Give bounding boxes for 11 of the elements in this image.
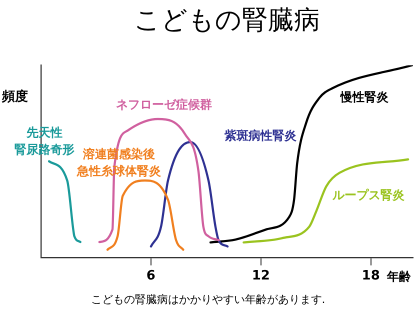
text: こどもの腎臓病はかかりやすい年齢があります.: [90, 292, 326, 306]
text: 紫斑病性腎炎: [223, 128, 298, 142]
x-tick-label: 18: [362, 268, 380, 284]
y-axis-title: 頻度: [1, 88, 28, 105]
series-label: 慢性腎炎: [340, 90, 390, 104]
x-axis-title: 年齢: [386, 270, 412, 284]
series-label: ループス腎炎: [331, 188, 406, 202]
series-label: ネフローゼ症候群: [116, 98, 212, 112]
x-tick-label: 6: [146, 268, 156, 284]
chart-title: こどもの腎臓病: [134, 5, 320, 36]
x-tick-label: 12: [252, 268, 270, 284]
